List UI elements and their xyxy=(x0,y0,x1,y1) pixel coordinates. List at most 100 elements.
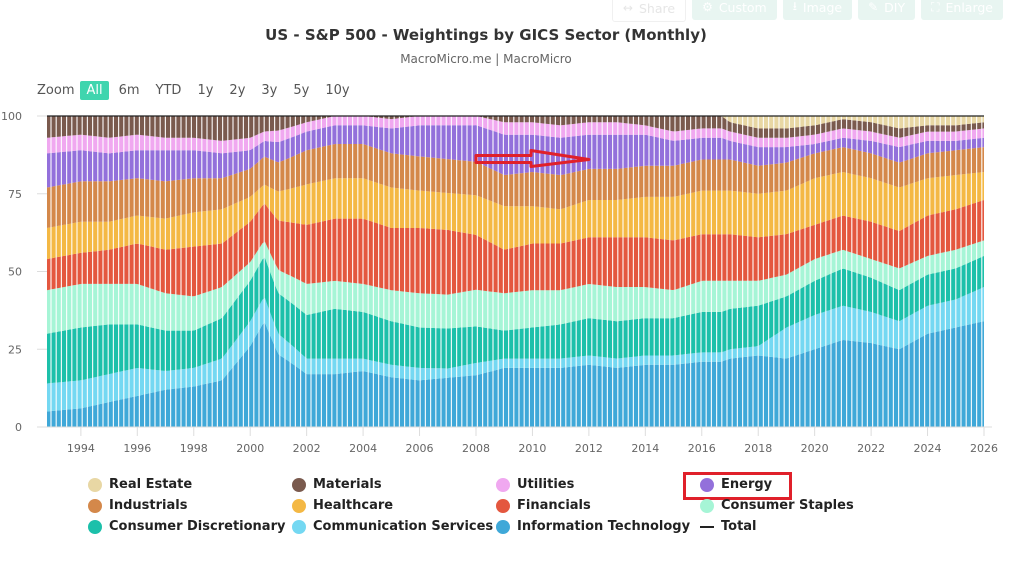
x-tick-label: 1994 xyxy=(67,442,95,455)
legend-dot-icon xyxy=(88,477,102,492)
series-area-real-estate[interactable] xyxy=(47,116,984,129)
x-tick-label: 2000 xyxy=(236,442,264,455)
legend-dot-icon xyxy=(292,519,306,534)
range-button-6m[interactable]: 6m xyxy=(118,83,140,98)
annotation-arrow-icon xyxy=(474,149,591,169)
range-button-all[interactable]: All xyxy=(80,81,109,100)
range-button-2y[interactable]: 2y xyxy=(229,83,246,98)
enlarge-label: Enlarge xyxy=(945,0,994,15)
series-area-industrials[interactable] xyxy=(47,144,984,228)
legend-item-utilities[interactable]: Utilities xyxy=(496,477,574,492)
x-tick-label: 2002 xyxy=(293,442,321,455)
series-area-communication-services[interactable] xyxy=(47,287,984,412)
legend-item-total[interactable]: Total xyxy=(700,519,757,534)
column-separators xyxy=(50,116,983,427)
legend-label: Industrials xyxy=(109,498,188,513)
series-area-information-technology[interactable] xyxy=(47,321,984,427)
legend-item-communication-services[interactable]: Communication Services xyxy=(292,519,493,534)
legend-label: Communication Services xyxy=(313,519,494,534)
x-tick-label: 2018 xyxy=(744,442,772,455)
legend-label: Real Estate xyxy=(109,477,193,492)
range-button-3y[interactable]: 3y xyxy=(261,83,278,98)
series-area-materials[interactable] xyxy=(47,116,984,141)
y-tick-label: 0 xyxy=(15,421,22,434)
legend-label: Total xyxy=(721,519,757,534)
legend-label: Energy xyxy=(721,477,773,492)
y-tick-label: 25 xyxy=(8,343,22,356)
legend-item-healthcare[interactable]: Healthcare xyxy=(292,498,393,513)
x-tick-label: 2008 xyxy=(462,442,490,455)
range-button-1y[interactable]: 1y xyxy=(197,83,214,98)
zoom-label: Zoom xyxy=(37,83,75,98)
legend-dot-icon xyxy=(496,477,510,492)
legend-line-icon xyxy=(700,525,714,528)
legend-dot-icon xyxy=(88,519,102,534)
legend-label: Consumer Discretionary xyxy=(109,519,286,534)
x-tick-label: 2016 xyxy=(688,442,716,455)
chart-toolbar: ↔ Share ⚙ Custom ⭳ Image ✎ DIY ⛶ Enlarge xyxy=(611,0,1003,22)
legend-item-materials[interactable]: Materials xyxy=(292,477,382,492)
x-tick-label: 2026 xyxy=(970,442,998,455)
legend-item-energy[interactable]: Energy xyxy=(700,477,772,492)
chart-title: US - S&P 500 - Weightings by GICS Sector… xyxy=(265,26,707,44)
range-button-ytd[interactable]: YTD xyxy=(155,83,182,98)
diy-label: DIY xyxy=(884,0,906,15)
series-area-healthcare[interactable] xyxy=(47,172,984,260)
legend-item-financials[interactable]: Financials xyxy=(496,498,591,513)
diy-button[interactable]: ✎ DIY xyxy=(858,0,916,20)
enlarge-button[interactable]: ⛶ Enlarge xyxy=(921,0,1003,20)
x-tick-label: 2022 xyxy=(857,442,885,455)
y-tick-label: 100 xyxy=(1,110,22,123)
x-tick-label: 2024 xyxy=(914,442,942,455)
share-label: Share xyxy=(638,0,676,16)
legend-label: Utilities xyxy=(517,477,575,492)
range-button-5y[interactable]: 5y xyxy=(293,83,310,98)
legend-dot-icon xyxy=(700,477,714,492)
y-tick-label: 75 xyxy=(8,188,22,201)
x-tick-label: 1996 xyxy=(123,442,151,455)
x-tick-label: 2020 xyxy=(801,442,829,455)
x-tick-label: 2004 xyxy=(349,442,377,455)
legend-dot-icon xyxy=(292,477,306,492)
chart-subtitle: MacroMicro.me | MacroMicro xyxy=(400,52,572,66)
energy-highlight-box xyxy=(683,472,792,500)
series-area-consumer-staples[interactable] xyxy=(47,240,984,334)
series-group xyxy=(47,116,984,427)
legend-item-real-estate[interactable]: Real Estate xyxy=(88,477,192,492)
custom-button[interactable]: ⚙ Custom xyxy=(692,0,777,20)
image-label: Image xyxy=(802,0,843,15)
legend-dot-icon xyxy=(496,498,510,513)
legend-dot-icon xyxy=(88,498,102,513)
series-area-consumer-discretionary[interactable] xyxy=(47,255,984,384)
range-selector: Zoom All 6m YTD 1y 2y 3y 5y 10y xyxy=(37,81,360,100)
stacked-area-chart: 0 25 50 75 100 1994 1996 1998 2000 2002 2004 2006 20… xyxy=(1,110,998,455)
legend-item-consumer-discretionary[interactable]: Consumer Discretionary xyxy=(88,519,285,534)
x-tick-label: 2014 xyxy=(631,442,659,455)
series-area-financials[interactable] xyxy=(47,200,984,297)
x-tick-label: 2006 xyxy=(406,442,434,455)
legend-label: Materials xyxy=(313,477,382,492)
pencil-icon: ✎ xyxy=(868,0,879,14)
range-button-10y[interactable]: 10y xyxy=(325,83,350,98)
x-tick-label: 2010 xyxy=(518,442,546,455)
custom-label: Custom xyxy=(718,0,767,15)
expand-icon: ⛶ xyxy=(931,0,940,14)
x-tick-label: 2012 xyxy=(575,442,603,455)
download-icon: ⭳ xyxy=(792,0,797,13)
legend-item-consumer-staples[interactable]: Consumer Staples xyxy=(700,498,854,513)
share-icon: ↔ xyxy=(622,1,633,15)
legend-dot-icon xyxy=(700,498,714,513)
legend-item-industrials[interactable]: Industrials xyxy=(88,498,187,513)
legend-item-information-technology[interactable]: Information Technology xyxy=(496,519,690,534)
legend-dot-icon xyxy=(496,519,510,534)
share-button[interactable]: ↔ Share xyxy=(611,0,687,22)
legend-dot-icon xyxy=(292,498,306,513)
y-tick-label: 50 xyxy=(8,266,22,279)
image-button[interactable]: ⭳ Image xyxy=(782,0,853,20)
x-tick-label: 1998 xyxy=(180,442,208,455)
legend-label: Healthcare xyxy=(313,498,394,513)
series-area-utilities[interactable] xyxy=(47,116,984,154)
legend-label: Consumer Staples xyxy=(721,498,854,513)
legend-label: Financials xyxy=(517,498,591,513)
legend-label: Information Technology xyxy=(517,519,691,534)
